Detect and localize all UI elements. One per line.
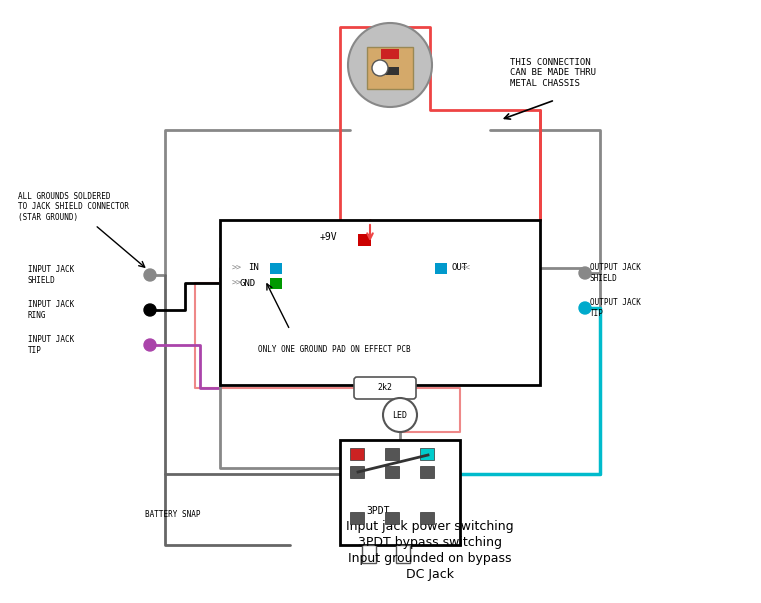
Text: INPUT JACK
RING: INPUT JACK RING [28,300,75,320]
Circle shape [383,398,417,432]
Text: 3PDT bypass switching: 3PDT bypass switching [358,536,502,549]
Text: ALL GROUNDS SOLDERED
TO JACK SHIELD CONNECTOR
(STAR GROUND): ALL GROUNDS SOLDERED TO JACK SHIELD CONN… [18,192,129,222]
Bar [350,466,364,478]
Circle shape [579,267,591,279]
Text: Input grounded on bypass: Input grounded on bypass [349,552,511,565]
Bar [358,234,371,246]
Bar [381,67,399,75]
Text: <<: << [461,264,471,273]
Bar [385,448,399,460]
Bar [350,448,364,460]
Bar [396,545,410,563]
Bar [270,263,282,274]
Bar [270,278,282,289]
Circle shape [579,302,591,314]
Text: ONLY ONE GROUND PAD ON EFFECT PCB: ONLY ONE GROUND PAD ON EFFECT PCB [258,345,411,354]
Text: INPUT JACK
TIP: INPUT JACK TIP [28,335,75,355]
Text: 3PDT: 3PDT [366,506,390,516]
Circle shape [144,269,156,281]
Bar [385,466,399,478]
Text: 2k2: 2k2 [377,384,393,393]
Text: GND: GND [240,279,256,288]
Bar [367,47,413,89]
Text: +9V: +9V [320,232,338,242]
Bar [350,512,364,524]
Bar [362,545,376,563]
Text: OUTPUT JACK
SHIELD: OUTPUT JACK SHIELD [590,264,641,283]
Bar [420,448,434,460]
Text: INPUT JACK
SHIELD: INPUT JACK SHIELD [28,265,75,285]
Bar [385,512,399,524]
Circle shape [144,339,156,351]
Circle shape [348,23,432,107]
Bar [435,263,447,274]
Text: >>: >> [232,264,242,273]
Text: IN: IN [248,264,259,273]
Text: OUT: OUT [452,264,468,273]
Bar [220,220,540,385]
Text: THIS CONNECTION
CAN BE MADE THRU
METAL CHASSIS: THIS CONNECTION CAN BE MADE THRU METAL C… [510,58,596,88]
Text: DC Jack: DC Jack [406,568,454,581]
Text: LED: LED [393,411,407,420]
Text: OUTPUT JACK
TIP: OUTPUT JACK TIP [590,298,641,318]
FancyBboxPatch shape [354,377,416,399]
Text: >>: >> [232,279,242,288]
Bar [381,49,399,59]
Bar [420,466,434,478]
Text: Input jack power switching: Input jack power switching [346,520,514,533]
Circle shape [372,60,388,76]
Bar [340,440,460,545]
Text: BATTERY SNAP: BATTERY SNAP [145,510,200,519]
Circle shape [144,304,156,316]
Bar [420,512,434,524]
